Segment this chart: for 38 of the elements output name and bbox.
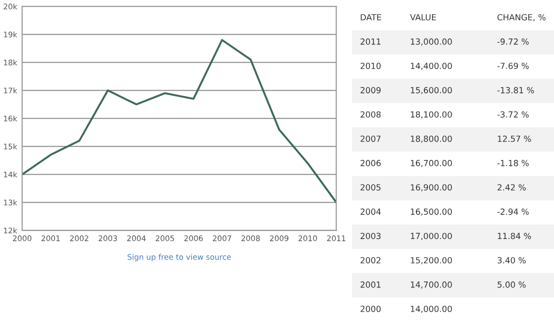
text: 2001 (360, 281, 380, 288)
text: 16,900.00 (410, 184, 452, 192)
text: 11.84 % (498, 232, 531, 240)
text: 3.40 % (498, 257, 526, 264)
text: 2007 (360, 136, 380, 142)
text: DATE (360, 14, 382, 20)
text: 2002 (360, 257, 380, 264)
text: 2006 (360, 160, 381, 166)
text: 18,100.00 (410, 111, 452, 118)
text: 18,800.00 (410, 136, 452, 143)
text: 2004 (360, 208, 381, 215)
text: 5.00 % (498, 281, 526, 288)
text: 13,000.00 (410, 38, 452, 46)
text: VALUE (410, 14, 436, 20)
text: 2008 (360, 111, 381, 118)
text: 17,000.00 (410, 232, 452, 240)
text: 15,200.00 (410, 257, 452, 264)
text: 15,600.00 (410, 87, 452, 94)
text: -9.72 % (497, 38, 529, 45)
text: 14,400.00 (410, 62, 452, 70)
text: 16,700.00 (410, 160, 452, 168)
text: 14,000.00 (410, 306, 452, 313)
text: 12.57 % (498, 136, 531, 142)
text: -13.81 % (497, 87, 534, 94)
text: -2.94 % (497, 208, 529, 215)
text: 16,500.00 (410, 208, 452, 216)
text: -7.69 % (497, 62, 529, 70)
text: CHANGE, % (497, 14, 546, 22)
text: 2010 (360, 62, 381, 70)
text: -1.18 % (497, 160, 529, 166)
line-series (22, 39, 336, 204)
text: 2.42 % (498, 184, 526, 191)
text: 2011 (360, 38, 380, 45)
text: 2009 (360, 87, 381, 94)
text: 2000 (360, 306, 381, 312)
text: 2005 (360, 184, 380, 191)
text: 14,700.00 (410, 281, 452, 289)
text: -3.72 % (497, 111, 529, 118)
